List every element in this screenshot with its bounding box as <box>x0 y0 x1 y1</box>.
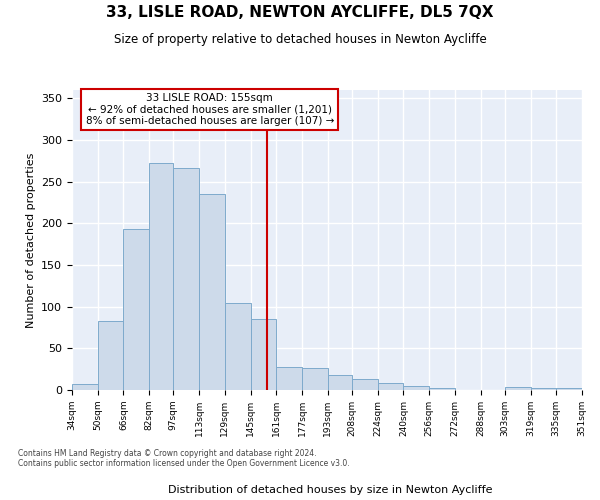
Y-axis label: Number of detached properties: Number of detached properties <box>26 152 35 328</box>
Text: Contains public sector information licensed under the Open Government Licence v3: Contains public sector information licen… <box>18 458 350 468</box>
Bar <box>352 379 377 390</box>
Bar <box>251 319 277 390</box>
Bar <box>149 164 173 390</box>
Bar <box>98 321 124 390</box>
Text: Contains HM Land Registry data © Crown copyright and database right 2024.: Contains HM Land Registry data © Crown c… <box>18 448 317 458</box>
Text: Size of property relative to detached houses in Newton Aycliffe: Size of property relative to detached ho… <box>113 32 487 46</box>
Bar <box>556 388 582 390</box>
Bar <box>173 168 199 390</box>
Bar <box>377 384 403 390</box>
Bar <box>530 388 556 390</box>
Bar <box>199 194 225 390</box>
Bar <box>124 229 149 390</box>
Text: 33, LISLE ROAD, NEWTON AYCLIFFE, DL5 7QX: 33, LISLE ROAD, NEWTON AYCLIFFE, DL5 7QX <box>106 5 494 20</box>
Bar <box>505 386 530 390</box>
Bar <box>277 366 302 390</box>
Bar <box>225 302 251 390</box>
Bar <box>302 368 328 390</box>
Text: Distribution of detached houses by size in Newton Aycliffe: Distribution of detached houses by size … <box>168 485 492 495</box>
Text: 33 LISLE ROAD: 155sqm
← 92% of detached houses are smaller (1,201)
8% of semi-de: 33 LISLE ROAD: 155sqm ← 92% of detached … <box>86 93 334 126</box>
Bar <box>328 375 352 390</box>
Bar <box>429 388 455 390</box>
Bar <box>72 384 98 390</box>
Bar <box>403 386 429 390</box>
